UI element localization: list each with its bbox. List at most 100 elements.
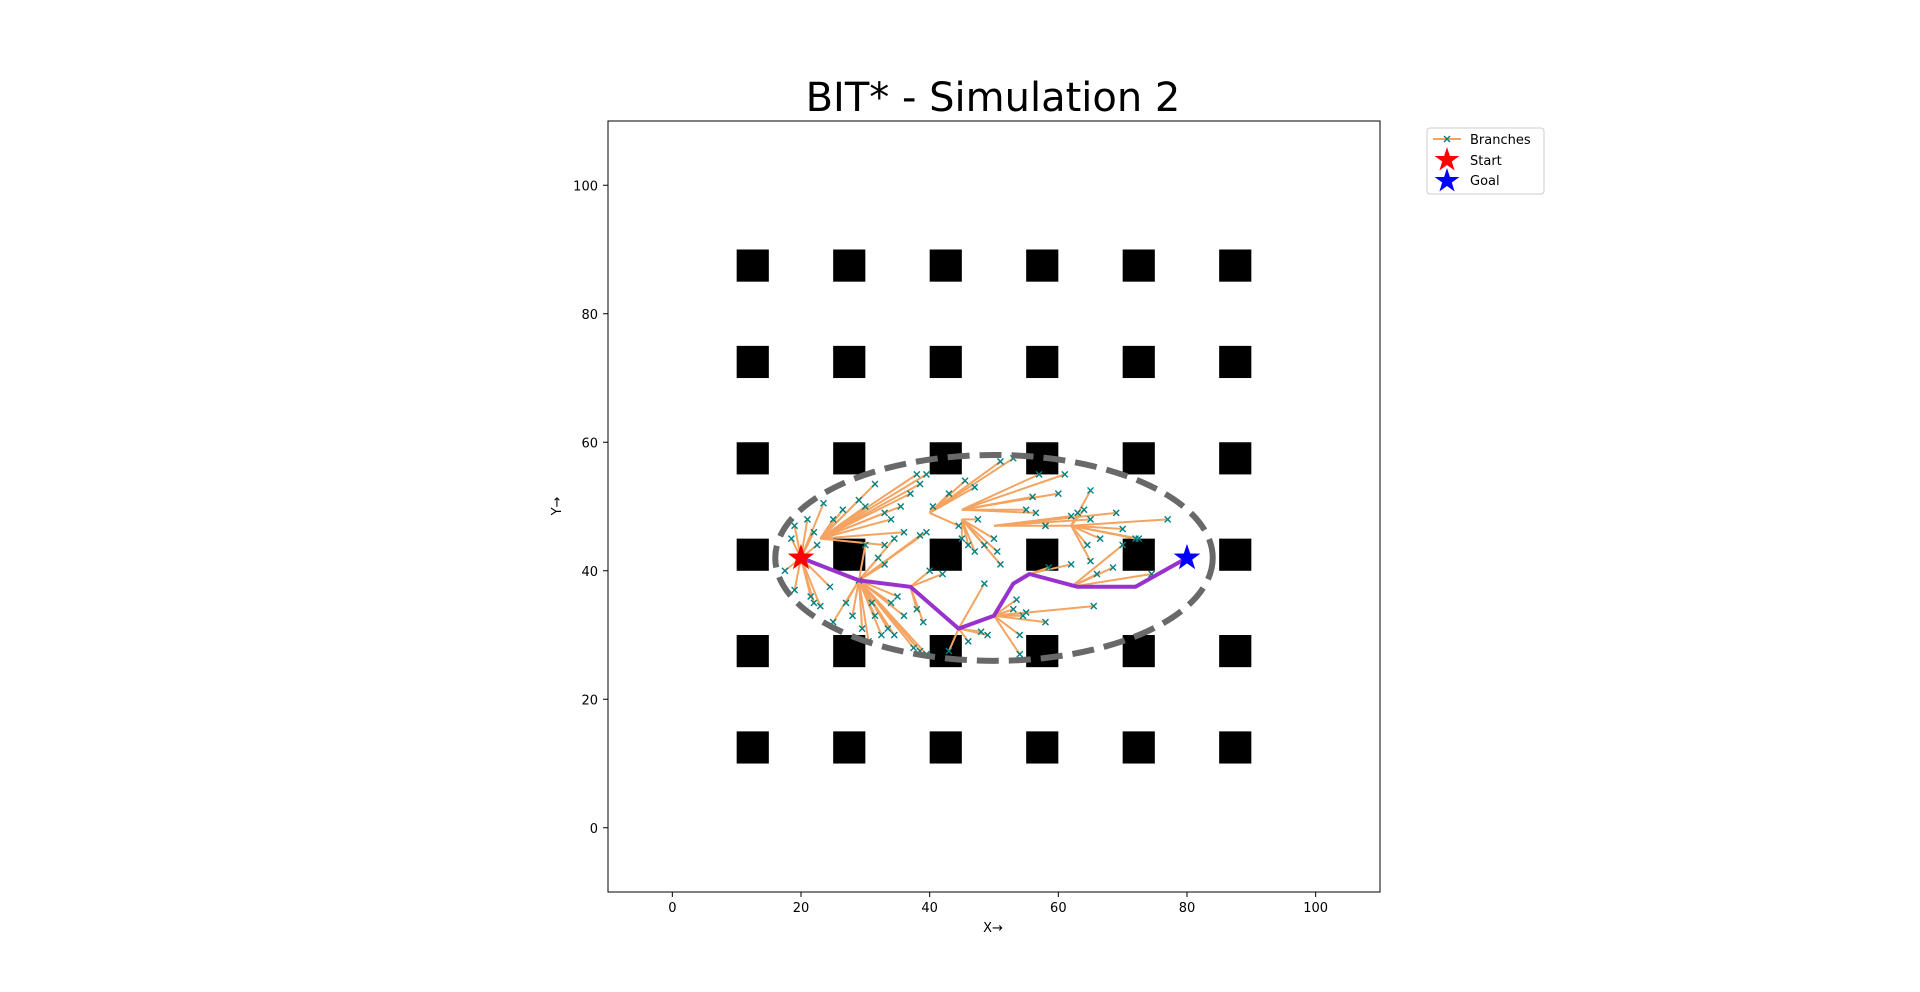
- sample-node-103-stroke-b: [1109, 564, 1117, 572]
- sample-node-100: [1087, 486, 1094, 494]
- sample-node-5-stroke-b: [813, 541, 821, 549]
- sample-node-101-stroke-b: [1041, 522, 1049, 530]
- obstacle-2-4: [1122, 538, 1155, 571]
- sample-node-11: [826, 583, 834, 591]
- sample-node-51: [919, 618, 927, 626]
- sample-node-73: [1029, 493, 1037, 501]
- sample-node-61: [1013, 596, 1021, 604]
- legend-branch-cross: [1443, 135, 1451, 143]
- sample-node-92-stroke-b: [1087, 557, 1094, 565]
- sample-node-96-stroke-b: [1135, 535, 1143, 543]
- sample-node-24-stroke-b: [922, 470, 930, 478]
- sample-node-75: [1032, 509, 1040, 517]
- obstacle-1-3: [1026, 635, 1059, 668]
- branch-edge-96: [1071, 524, 1139, 540]
- sample-node-0-stroke-b: [787, 535, 795, 543]
- sample-node-76: [1035, 470, 1043, 478]
- sample-node-17-stroke-b: [871, 480, 879, 488]
- sample-node-77-stroke-b: [1061, 470, 1069, 478]
- y-tick-label-5: 100: [573, 179, 598, 194]
- branch-edge-103: [1070, 566, 1114, 588]
- sample-node-60-stroke-b: [1022, 609, 1030, 617]
- obstacle-1-0: [736, 635, 769, 668]
- sample-node-25: [900, 528, 908, 536]
- sample-node-27: [861, 541, 869, 549]
- sample-node-35: [858, 625, 866, 633]
- obstacle-3-5: [1219, 442, 1252, 475]
- branch-edge-42: [858, 579, 905, 617]
- y-tick-label-0: 0: [590, 822, 598, 837]
- branch-edge-83: [961, 518, 995, 540]
- sample-node-46: [890, 631, 898, 639]
- sample-node-43: [910, 644, 918, 652]
- sample-node-80: [964, 541, 972, 549]
- sample-node-40: [887, 599, 895, 607]
- sample-node-98: [1074, 509, 1082, 517]
- sample-node-89-stroke-b: [1087, 515, 1094, 523]
- sample-node-33: [842, 599, 850, 607]
- branch-edge-45: [858, 579, 928, 655]
- branch-edge-93: [1070, 524, 1101, 540]
- sample-node-7: [791, 586, 799, 594]
- sample-node-74-stroke-b: [1054, 490, 1062, 498]
- branch-edges: [784, 457, 1168, 655]
- sample-node-83-stroke-b: [990, 535, 998, 543]
- x-tick-label-4: 80: [1179, 901, 1196, 916]
- sample-node-97: [1164, 515, 1172, 523]
- sample-node-79-stroke-b: [958, 535, 966, 543]
- sample-node-68: [996, 458, 1004, 466]
- branch-edge-26: [820, 537, 885, 547]
- sample-node-71-stroke-b: [971, 483, 979, 491]
- branch-edge-57: [957, 583, 986, 630]
- branch-edge-62: [993, 614, 1046, 624]
- sample-node-56: [984, 631, 992, 639]
- sample-node-6-stroke-b: [781, 567, 789, 575]
- obstacle-2-1: [833, 538, 866, 571]
- sample-node-21: [906, 490, 914, 498]
- sample-node-76-stroke-b: [1035, 470, 1043, 478]
- branch-edge-85: [961, 518, 1002, 565]
- sample-node-98-stroke-b: [1074, 509, 1082, 517]
- branch-edge-36: [857, 580, 870, 642]
- sample-node-19: [887, 515, 895, 523]
- sample-node-72-stroke-b: [929, 503, 937, 510]
- sample-node-9: [816, 602, 824, 610]
- sample-node-10-stroke-b: [807, 592, 815, 600]
- sample-node-32: [922, 528, 930, 536]
- sample-node-15-stroke-b: [855, 496, 863, 504]
- branch-edge-92: [1070, 525, 1092, 562]
- legend-branch-cross-stroke-b: [1443, 135, 1451, 143]
- branch-edge-77: [961, 473, 1066, 511]
- sample-node-77: [1061, 470, 1069, 478]
- sample-node-34-stroke-b: [848, 612, 856, 620]
- sample-node-88-stroke-b: [1067, 512, 1075, 520]
- goal-marker: [1173, 543, 1201, 570]
- obstacle-4-5: [1219, 345, 1252, 379]
- sample-node-8-stroke-b: [810, 599, 818, 607]
- sample-node-50: [913, 605, 921, 613]
- branch-edge-74: [961, 492, 1059, 511]
- sample-node-34: [848, 612, 856, 620]
- sample-node-55-stroke-b: [977, 628, 985, 636]
- sample-node-54: [964, 637, 972, 645]
- sample-node-41-stroke-b: [894, 592, 901, 600]
- branch-edge-76: [961, 473, 1040, 511]
- sample-node-65-stroke-b: [1016, 650, 1024, 658]
- sample-node-71: [971, 483, 979, 491]
- branch-edge-71: [929, 486, 976, 514]
- sample-node-64-stroke-b: [1016, 631, 1024, 639]
- legend-start-star: [1434, 147, 1460, 171]
- branch-edge-105: [1071, 572, 1152, 588]
- branch-edge-63: [993, 605, 1094, 617]
- sample-node-73-stroke-b: [1029, 493, 1037, 501]
- sample-node-84-stroke-b: [993, 547, 1001, 555]
- x-axis-label: X→: [983, 921, 1003, 936]
- obstacle-5-1: [833, 249, 866, 282]
- sample-node-31: [916, 531, 924, 539]
- sample-node-99-stroke-b: [1080, 506, 1088, 514]
- x-tick-label-5: 100: [1303, 901, 1328, 916]
- sample-node-22-stroke-b: [913, 470, 921, 478]
- sample-node-49: [926, 567, 934, 575]
- sample-node-103: [1109, 564, 1117, 572]
- branch-edge-81: [960, 518, 976, 552]
